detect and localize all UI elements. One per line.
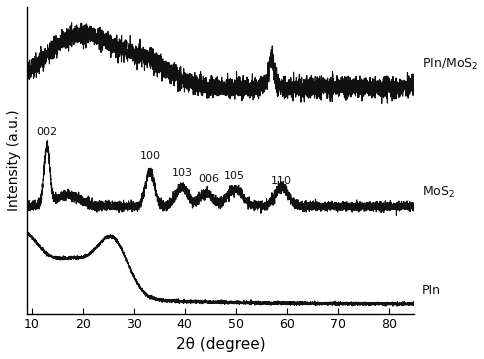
Text: PIn/MoS$_2$: PIn/MoS$_2$ [421, 57, 477, 72]
Text: PIn: PIn [421, 284, 440, 297]
Text: MoS$_2$: MoS$_2$ [421, 185, 454, 200]
Text: 103: 103 [171, 168, 192, 178]
Text: 002: 002 [36, 127, 57, 137]
Text: 110: 110 [271, 176, 291, 186]
Text: 100: 100 [139, 151, 160, 161]
X-axis label: 2θ (degree): 2θ (degree) [175, 337, 265, 352]
Text: 105: 105 [224, 171, 244, 181]
Y-axis label: Intensity (a.u.): Intensity (a.u.) [7, 109, 21, 211]
Text: 006: 006 [197, 173, 219, 183]
